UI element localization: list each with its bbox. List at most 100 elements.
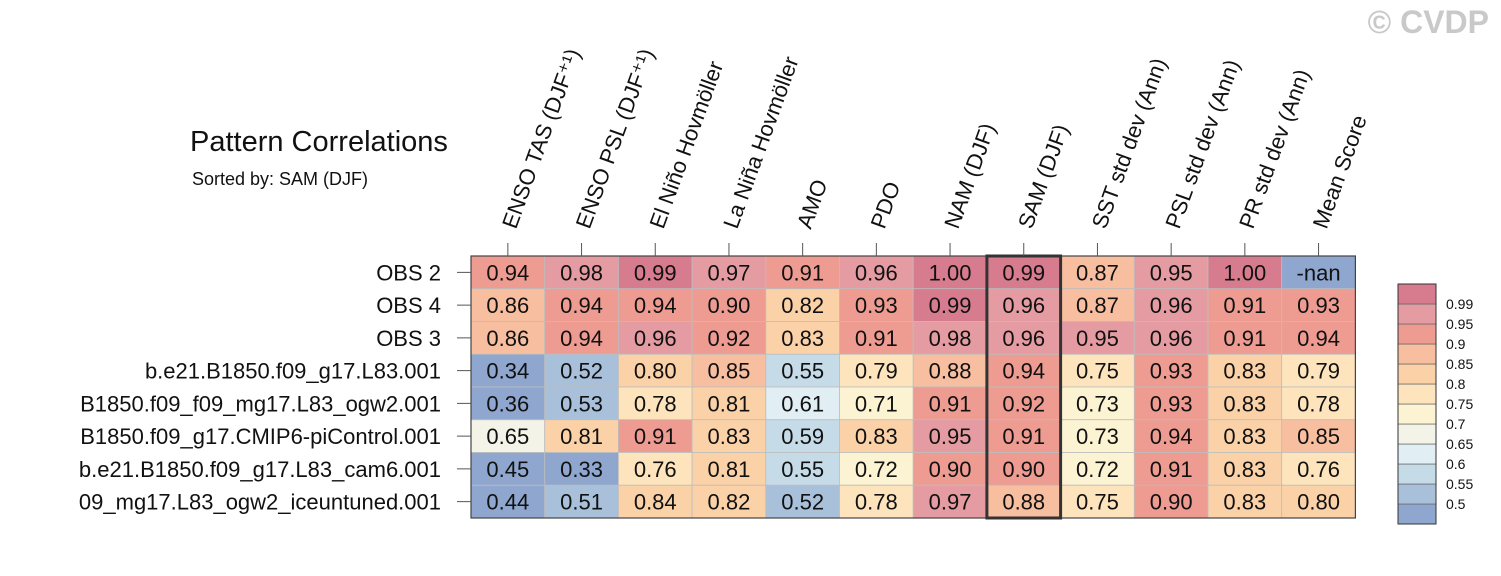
heatmap-cell xyxy=(839,386,914,421)
cell-value-label: 0.81 xyxy=(560,424,603,449)
colorbar-box xyxy=(1397,303,1437,325)
cell-value-label: 0.93 xyxy=(855,293,898,318)
heatmap-cell xyxy=(691,419,767,453)
cell-value-label: 0.94 xyxy=(634,293,677,318)
cell-value-label: 0.94 xyxy=(560,326,603,351)
cell-value-label: 0.91 xyxy=(1223,293,1266,318)
heatmap-cell xyxy=(691,321,767,355)
heatmap-cell xyxy=(1133,452,1209,486)
cell-value-label: 0.94 xyxy=(1002,359,1045,384)
heatmap-cell xyxy=(765,386,840,421)
cell-value-label: 0.99 xyxy=(929,293,972,318)
cell-value-label: 0.85 xyxy=(1297,424,1340,449)
colorbar-box xyxy=(1397,503,1437,525)
row-label: 09_mg17.L83_ogw2_iceuntuned.001 xyxy=(79,490,441,515)
cell-value-label: 0.86 xyxy=(486,293,529,318)
colorbar-label: 0.9 xyxy=(1446,336,1466,352)
cell-value-label: 0.92 xyxy=(1002,391,1045,416)
cell-value-label: 0.52 xyxy=(781,490,824,515)
column-label: SAM (DJF) xyxy=(1013,121,1074,232)
cell-value-label: 0.93 xyxy=(1150,391,1193,416)
cell-value-label: 0.83 xyxy=(1223,424,1266,449)
cell-value-label: 1.00 xyxy=(1223,260,1266,285)
heatmap-cell xyxy=(839,452,914,486)
cell-value-label: 0.45 xyxy=(486,457,529,482)
column-label: Mean Score xyxy=(1308,112,1372,232)
heatmap-cell xyxy=(1281,321,1356,355)
cell-value-label: 0.96 xyxy=(1150,326,1193,351)
column-label: ENSO TAS (DJF⁺¹) xyxy=(497,45,585,231)
cell-value-label: 0.83 xyxy=(855,424,898,449)
row-label: b.e21.B1850.f09_g17.L83_cam6.001 xyxy=(79,457,441,482)
heatmap-cell xyxy=(765,288,840,322)
cell-value-label: 0.90 xyxy=(1150,490,1193,515)
cell-value-label: 0.73 xyxy=(1076,424,1119,449)
heatmap-cell xyxy=(1207,419,1283,453)
colorbar-label: 0.6 xyxy=(1446,456,1466,472)
colorbar-label: 0.95 xyxy=(1446,316,1473,332)
cell-value-label: 0.83 xyxy=(781,326,824,351)
cell-value-label: 0.52 xyxy=(560,359,603,384)
heatmap-cell xyxy=(470,419,546,453)
row-label: B1850.f09_g17.CMIP6-piControl.001 xyxy=(80,424,441,449)
cell-value-label: 0.61 xyxy=(781,391,824,416)
colorbar-label: 0.8 xyxy=(1446,376,1466,392)
heatmap-cell xyxy=(1060,288,1135,322)
cell-value-label: 0.76 xyxy=(634,457,677,482)
cell-value-label: 0.90 xyxy=(708,293,751,318)
cell-value-label: 0.34 xyxy=(486,359,529,384)
cell-value-label: 0.81 xyxy=(708,457,751,482)
heatmap-cell xyxy=(1133,353,1209,388)
cell-value-label: 0.80 xyxy=(634,359,677,384)
cell-value-label: 0.95 xyxy=(1076,326,1119,351)
cell-value-label: 0.98 xyxy=(929,326,972,351)
heatmap-cell xyxy=(986,484,1062,519)
heatmap-cell xyxy=(765,419,840,453)
colorbar-label: 0.85 xyxy=(1446,356,1473,372)
heatmap-cell xyxy=(912,353,988,388)
heatmap-cell xyxy=(618,353,693,388)
heatmap-cell xyxy=(1207,452,1283,486)
heatmap-cell xyxy=(1207,288,1283,322)
column-label: NAM (DJF) xyxy=(939,120,1000,232)
heatmap-cell xyxy=(765,484,840,519)
cell-value-label: 0.90 xyxy=(1002,457,1045,482)
cell-value-label: 0.76 xyxy=(1297,457,1340,482)
cell-value-label: 0.88 xyxy=(929,359,972,384)
heatmap-cell xyxy=(1133,321,1209,355)
colorbar-label: 0.7 xyxy=(1446,416,1466,432)
heatmap-cell xyxy=(1281,255,1356,290)
row-label: b.e21.B1850.f09_g17.L83.001 xyxy=(145,359,441,384)
heatmap-cell xyxy=(618,321,693,355)
cell-value-label: 0.55 xyxy=(781,457,824,482)
cell-value-label: 0.93 xyxy=(1150,359,1193,384)
heatmap-cell xyxy=(470,288,546,322)
row-label: OBS 3 xyxy=(376,326,441,351)
column-label: PR std dev (Ann) xyxy=(1234,66,1315,232)
cell-value-label: 0.83 xyxy=(1223,359,1266,384)
cell-value-label: 0.96 xyxy=(634,326,677,351)
heatmap-cell xyxy=(1281,386,1356,421)
cell-value-label: 0.87 xyxy=(1076,293,1119,318)
heatmap-cell xyxy=(912,288,988,322)
column-label: ENSO PSL (DJF⁺¹) xyxy=(571,45,659,231)
heatmap-cell xyxy=(839,484,914,519)
cell-value-label: 0.85 xyxy=(708,359,751,384)
cell-value-label: 0.78 xyxy=(855,490,898,515)
cell-value-label: 0.75 xyxy=(1076,490,1119,515)
cell-value-label: 0.78 xyxy=(634,391,677,416)
heatmap-cell xyxy=(470,386,546,421)
cell-value-label: 0.65 xyxy=(486,424,529,449)
heatmap-cell xyxy=(1060,452,1135,486)
heatmap-cell xyxy=(1207,484,1283,519)
cell-value-label: 0.44 xyxy=(486,490,529,515)
heatmap-cell xyxy=(1281,484,1356,519)
cell-value-label: 0.51 xyxy=(560,490,603,515)
cell-value-label: 0.83 xyxy=(1223,391,1266,416)
heatmap-border xyxy=(470,255,1357,519)
cell-value-label: 0.97 xyxy=(708,260,751,285)
column-label: SST std dev (Ann) xyxy=(1087,55,1172,232)
colorbar-box xyxy=(1397,343,1437,365)
cell-value-label: 0.79 xyxy=(1297,359,1340,384)
colorbar-label: 0.55 xyxy=(1446,476,1473,492)
